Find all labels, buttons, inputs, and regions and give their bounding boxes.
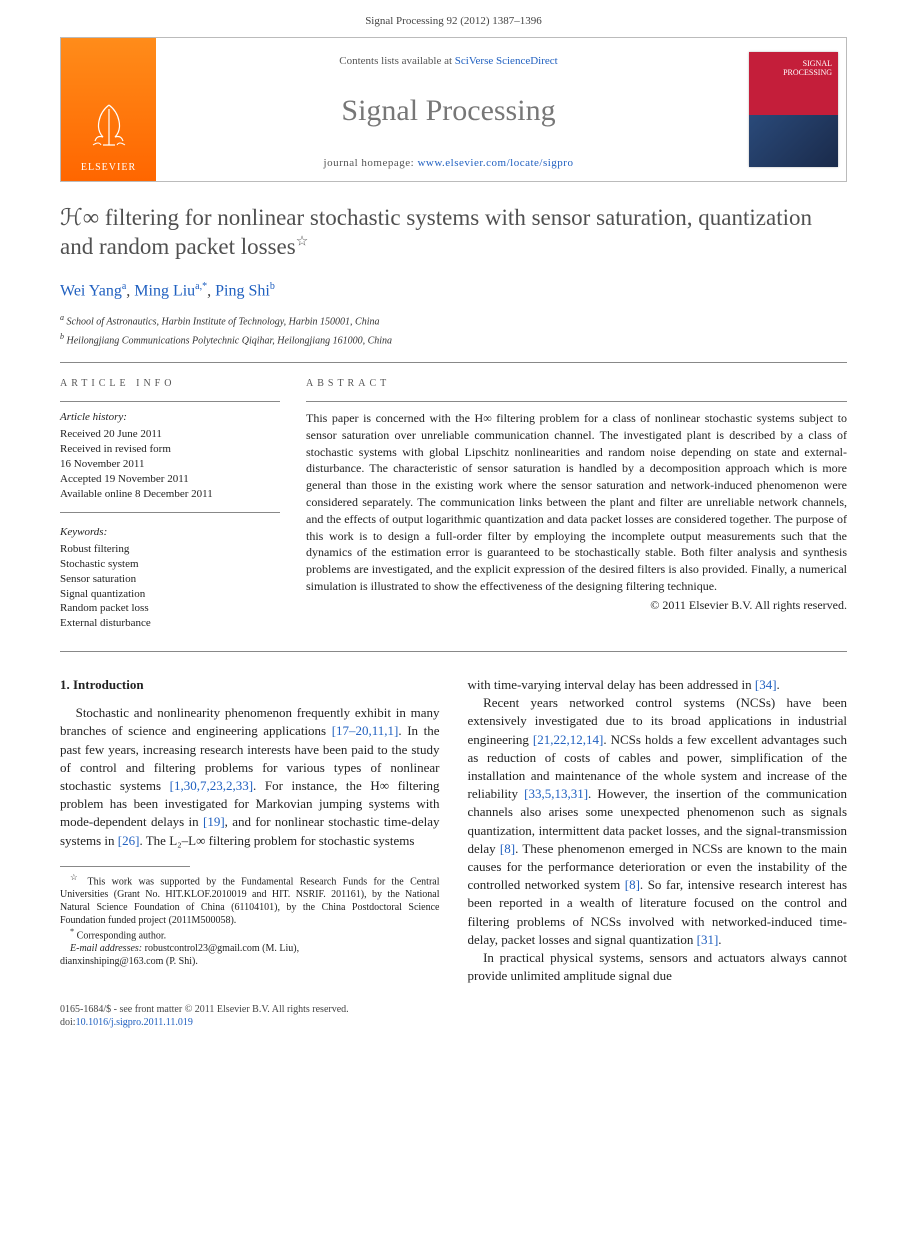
journal-header: ELSEVIER Contents lists available at Sci…: [60, 37, 847, 182]
elsevier-tree-icon: [79, 97, 139, 157]
keyword: Signal quantization: [60, 587, 280, 602]
body-paragraph: Recent years networked control systems (…: [468, 694, 848, 949]
journal-cover: SIGNAL PROCESSING: [749, 52, 838, 167]
doi-line: doi:10.1016/j.sigpro.2011.11.019: [60, 1016, 847, 1029]
authors-line: Wei Yanga, Ming Liua,*, Ping Shib: [60, 280, 847, 303]
article-info-panel: ARTICLE INFO Article history: Received 2…: [60, 377, 280, 631]
author-link[interactable]: Ping Shi: [215, 282, 270, 299]
homepage-line: journal homepage: www.elsevier.com/locat…: [168, 156, 729, 171]
keyword: Random packet loss: [60, 601, 280, 616]
citation-link[interactable]: [33,5,13,31]: [524, 786, 588, 801]
homepage-link[interactable]: www.elsevier.com/locate/sigpro: [417, 157, 573, 169]
history-label: Article history:: [60, 410, 280, 425]
history-item: Accepted 19 November 2011: [60, 472, 280, 487]
divider: [60, 512, 280, 513]
section-heading: 1. Introduction: [60, 676, 440, 694]
keyword: Sensor saturation: [60, 572, 280, 587]
footnote-divider: [60, 866, 190, 867]
footer: 0165-1684/$ - see front matter © 2011 El…: [60, 1003, 847, 1029]
citation-link[interactable]: [26]: [118, 833, 140, 848]
publisher-name: ELSEVIER: [81, 161, 136, 175]
contents-prefix: Contents lists available at: [339, 55, 454, 67]
abstract-text: This paper is concerned with the H∞ filt…: [306, 410, 847, 595]
abstract-panel: ABSTRACT This paper is concerned with th…: [306, 377, 847, 631]
divider: [60, 401, 280, 402]
body-paragraph: In practical physical systems, sensors a…: [468, 949, 848, 985]
homepage-prefix: journal homepage:: [324, 157, 418, 169]
author-aff: a: [122, 281, 126, 292]
article-info-label: ARTICLE INFO: [60, 377, 280, 391]
author-aff: a,*: [195, 281, 207, 292]
citation-link[interactable]: [21,22,12,14]: [533, 732, 603, 747]
body-paragraph: Stochastic and nonlinearity phenomenon f…: [60, 704, 440, 850]
citation-link[interactable]: [34]: [755, 677, 777, 692]
history-item: Available online 8 December 2011: [60, 487, 280, 502]
body-text: 1. Introduction Stochastic and nonlinear…: [60, 676, 847, 985]
email-label: E-mail addresses:: [70, 943, 142, 954]
keyword: External disturbance: [60, 616, 280, 631]
abstract-label: ABSTRACT: [306, 377, 847, 391]
keyword: Stochastic system: [60, 557, 280, 572]
author-aff: b: [270, 281, 275, 292]
history-item: 16 November 2011: [60, 457, 280, 472]
sciencedirect-link[interactable]: SciVerse ScienceDirect: [455, 55, 558, 67]
abstract-copyright: © 2011 Elsevier B.V. All rights reserved…: [306, 597, 847, 614]
citation-line: Signal Processing 92 (2012) 1387–1396: [0, 0, 907, 37]
funding-marker: ☆: [70, 873, 81, 882]
citation-link[interactable]: [8]: [500, 841, 515, 856]
issn-line: 0165-1684/$ - see front matter © 2011 El…: [60, 1003, 847, 1016]
history-item: Received 20 June 2011: [60, 427, 280, 442]
citation-link[interactable]: [17–20,11,1]: [332, 723, 399, 738]
citation-link[interactable]: [1,30,7,23,2,33]: [170, 778, 253, 793]
keyword: Robust filtering: [60, 542, 280, 557]
article-title: ℋ∞ filtering for nonlinear stochastic sy…: [60, 204, 847, 262]
author-link[interactable]: Ming Liu: [134, 282, 195, 299]
cover-label: SIGNAL PROCESSING: [783, 60, 832, 78]
header-center: Contents lists available at SciVerse Sci…: [156, 38, 741, 181]
citation-link[interactable]: [31]: [697, 932, 719, 947]
history-item: Received in revised form: [60, 442, 280, 457]
doi-link[interactable]: 10.1016/j.sigpro.2011.11.019: [76, 1017, 193, 1028]
footnotes: ☆ This work was supported by the Fundame…: [60, 873, 440, 969]
citation-link[interactable]: [19]: [203, 814, 225, 829]
body-paragraph: with time-varying interval delay has bee…: [468, 676, 848, 694]
publisher-logo-panel: ELSEVIER: [61, 38, 156, 181]
title-footnote-marker: ☆: [296, 234, 309, 249]
journal-name: Signal Processing: [168, 90, 729, 132]
divider: [60, 362, 847, 363]
divider: [306, 401, 847, 402]
affiliations: a School of Astronautics, Harbin Institu…: [60, 312, 847, 348]
contents-available: Contents lists available at SciVerse Sci…: [168, 54, 729, 69]
journal-cover-panel: SIGNAL PROCESSING: [741, 38, 846, 181]
author-link[interactable]: Wei Yang: [60, 282, 122, 299]
divider: [60, 651, 847, 652]
citation-link[interactable]: [8]: [625, 877, 640, 892]
keywords-label: Keywords:: [60, 525, 280, 540]
